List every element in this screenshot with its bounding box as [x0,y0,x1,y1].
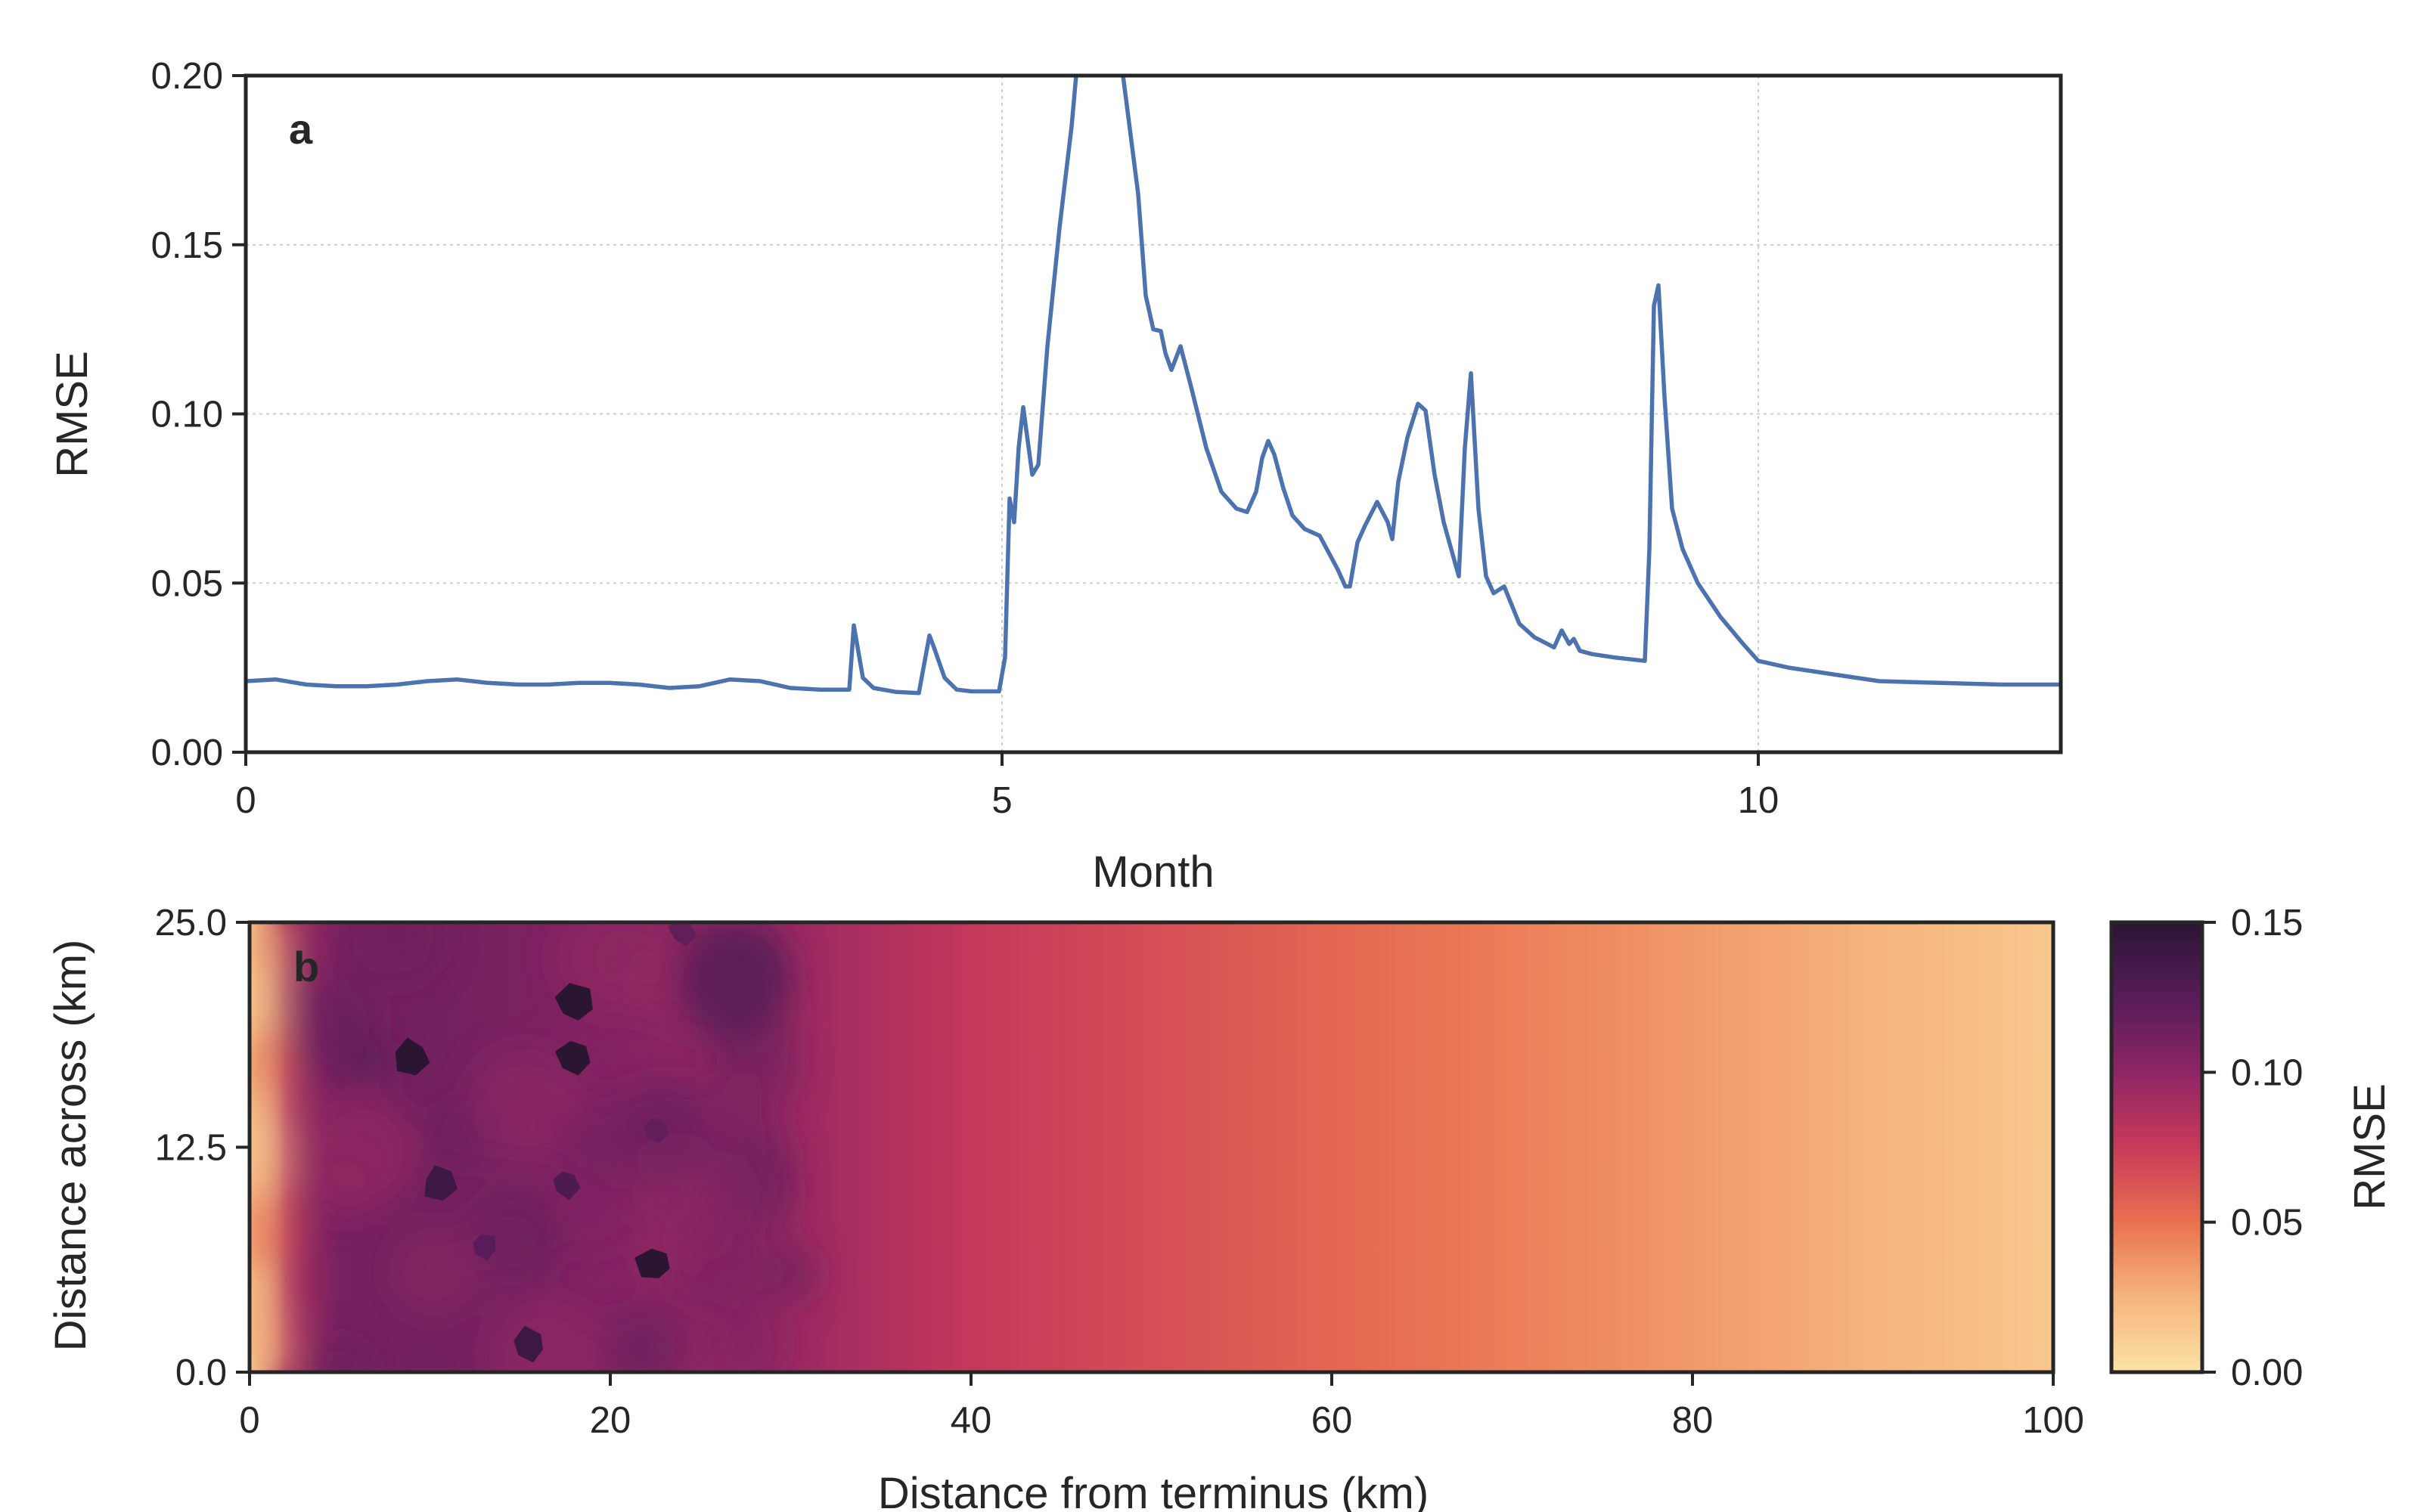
colorbar-frame [2109,920,2204,1374]
panel-b: 0 20 40 60 80 100 0.0 12.5 25.0 b Distance from… [46,903,2394,1512]
field-texture-patch [687,1073,783,1169]
rmse-hotspot [513,1325,543,1363]
panel-b-y-ticks: 0.0 12.5 25.0 [155,903,250,1393]
field-texture-patch [346,922,445,987]
panel-b-x-ticks: 0 20 40 60 80 100 [239,1372,2084,1441]
field-texture-patch [303,1094,419,1210]
field-texture-patch [693,1152,774,1234]
field-texture-patch [489,1300,604,1372]
rmse-field-texture [250,922,821,1372]
panel-b-letter: b [293,943,319,990]
y-tick-label: 0.20 [151,56,223,97]
y-tick-label: 0.10 [151,395,223,435]
field-texture-patch [306,1337,375,1372]
field-texture-patch [250,922,289,970]
colorbar-tick-label: 0.15 [2231,903,2303,943]
y-tick-label: 0.00 [151,733,223,773]
field-texture-patch [460,1204,542,1286]
colorbar-label: RMSE [2345,1083,2394,1210]
field-texture-patch [340,1035,396,1091]
field-texture-patch [468,1047,585,1163]
rmse-hotspot [668,922,697,947]
x-tick-label: 100 [2022,1400,2084,1441]
rmse-hotspot [395,1037,430,1076]
x-tick-label: 20 [590,1400,631,1441]
field-texture-patch [708,1309,785,1372]
x-tick-label: 40 [951,1400,992,1441]
panel-a-grid [246,76,2061,752]
panel-a-x-label: Month [1092,847,1214,897]
panel-b-field [250,922,2053,1372]
rmse-hotspot [643,1119,669,1144]
rmse-hotspots [395,922,697,1363]
x-tick-label: 5 [991,780,1012,821]
colorbar-tick-label: 0.10 [2231,1052,2303,1093]
x-tick-label: 0 [235,780,256,821]
field-texture-patch [675,925,793,1044]
rmse-hotspot [554,983,593,1021]
field-texture-patch [387,1226,479,1318]
colorbar-ticks: 0.00 0.05 0.10 0.15 [2202,903,2303,1393]
panel-a-letter: a [289,105,313,153]
rmse-hotspot [555,1041,591,1076]
y-tick-label: 0.05 [151,563,223,604]
rmse-hotspot [424,1165,458,1201]
panel-a: 0 5 10 0.00 0.05 0.10 0.15 0.20 a Month RMSE [48,56,2063,897]
field-texture-patch [676,1209,790,1324]
rmse-series-line [246,76,2061,696]
rmse-hotspot [473,1234,496,1260]
rmse-hotspot [634,1248,670,1278]
colorbar-tick-label: 0.00 [2231,1352,2303,1393]
y-tick-label: 12.5 [155,1128,227,1169]
colorbar-tick-label: 0.05 [2231,1203,2303,1244]
y-tick-label: 0.0 [175,1352,227,1393]
panel-a-x-ticks: 0 5 10 [235,752,1779,821]
panel-a-y-label: RMSE [48,351,97,478]
colorbar [2111,922,2202,1372]
rmse-hotspot [553,1171,581,1201]
panel-a-y-ticks: 0.00 0.05 0.10 0.15 0.20 [151,56,246,773]
x-tick-label: 10 [1738,780,1779,821]
y-tick-label: 25.0 [155,903,227,943]
panel-b-x-label: Distance from terminus (km) [878,1469,1429,1512]
panel-a-line-layer [246,76,2061,696]
field-texture-patch [601,1305,687,1372]
x-tick-label: 0 [239,1400,259,1441]
x-tick-label: 80 [1672,1400,1714,1441]
x-tick-label: 60 [1311,1400,1353,1441]
panel-b-y-label: Distance across (km) [46,940,95,1352]
y-tick-label: 0.15 [151,225,223,266]
